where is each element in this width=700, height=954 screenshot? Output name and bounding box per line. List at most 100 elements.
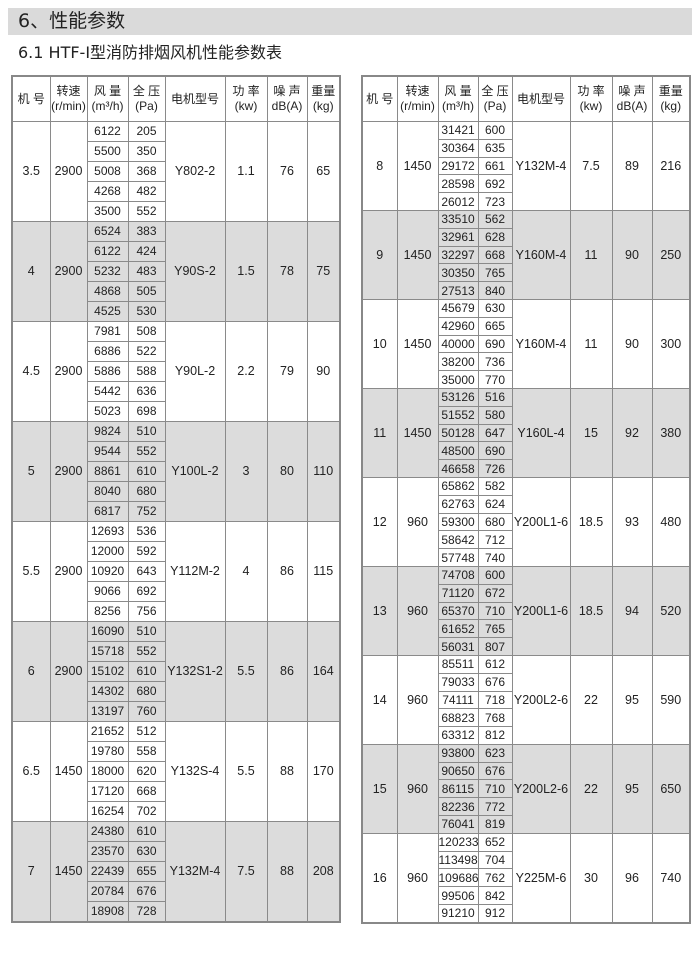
table-row: 15 960 93800 623 Y200L2-6 22 95 650 xyxy=(361,743,691,834)
weight-cell: 650 xyxy=(651,743,691,834)
speed-cell: 960 xyxy=(396,832,439,924)
power-cell: 7.5 xyxy=(569,121,613,211)
air-flow-cell: 59300 xyxy=(437,512,479,532)
air-flow-cell: 63312 xyxy=(437,726,479,745)
table-row: 10 1450 45679 630 Y160M-4 11 90 300 xyxy=(361,298,691,389)
air-flow-cell: 6524 xyxy=(86,221,129,242)
total-pressure-cell: 676 xyxy=(477,672,513,692)
air-flow-cell: 28598 xyxy=(437,174,479,194)
total-pressure-cell: 690 xyxy=(477,441,513,461)
speed-cell: 960 xyxy=(396,476,439,567)
table-row: 6817 752 xyxy=(12,501,340,522)
total-pressure-cell: 723 xyxy=(477,192,513,211)
header-unit: (kg) xyxy=(660,99,682,113)
air-flow-cell: 38200 xyxy=(437,352,479,372)
air-flow-cell: 24380 xyxy=(86,821,129,842)
total-pressure-cell: 383 xyxy=(127,221,166,242)
air-flow-cell: 5023 xyxy=(86,401,129,422)
model-number-cell: 14 xyxy=(361,654,398,745)
total-pressure-cell: 505 xyxy=(127,281,166,302)
table-row: 20784 676 xyxy=(12,881,340,902)
air-flow-cell: 58642 xyxy=(437,530,479,550)
header-row: 机 号转速 (r/min) 风 量 (m³/h) 全 压 (Pa) 电机型号功 率 (kw) 噪… xyxy=(11,75,341,122)
table-row: 6 2900 16090 510 Y132S1-2 5.5 86 164 xyxy=(11,621,341,722)
table-row: 14302 680 xyxy=(12,681,340,702)
air-flow-cell: 91210 xyxy=(437,904,479,924)
header-label: 功 率 xyxy=(232,84,260,98)
total-pressure-cell: 710 xyxy=(477,779,513,799)
header-motor-model: 电机型号 xyxy=(164,75,226,122)
total-pressure-cell: 552 xyxy=(127,441,166,462)
total-pressure-cell: 368 xyxy=(127,161,166,182)
total-pressure-cell: 765 xyxy=(477,263,513,283)
air-flow-cell: 120233 xyxy=(437,832,479,852)
speed-cell: 2900 xyxy=(49,121,88,222)
header-unit: (kw) xyxy=(579,99,603,113)
table-row: 63312 812 xyxy=(362,726,690,745)
motor-model-cell: Y132S-4 xyxy=(164,721,226,822)
power-cell: 1.1 xyxy=(224,121,268,222)
power-cell: 1.5 xyxy=(224,221,268,322)
air-flow-cell: 4525 xyxy=(86,301,129,322)
speed-cell: 2900 xyxy=(49,421,88,522)
air-flow-cell: 27513 xyxy=(437,281,479,300)
table-row: 8861 610 xyxy=(12,461,340,482)
total-pressure-cell: 588 xyxy=(127,361,166,382)
speed-cell: 960 xyxy=(396,654,439,745)
header-label: 重量 xyxy=(311,84,336,98)
air-flow-cell: 32961 xyxy=(437,227,479,247)
header-unit: (m³/h) xyxy=(91,99,124,113)
weight-cell: 75 xyxy=(306,221,341,322)
header-unit: (m³/h) xyxy=(442,99,474,113)
power-cell: 15 xyxy=(569,387,613,478)
table-row: 71120 672 xyxy=(362,583,690,603)
table-row: 4268 482 xyxy=(12,181,340,202)
table-row: 6122 424 xyxy=(12,241,340,262)
total-pressure-cell: 510 xyxy=(127,621,166,642)
speed-cell: 1450 xyxy=(49,721,88,822)
total-pressure-cell: 718 xyxy=(477,690,513,710)
weight-cell: 520 xyxy=(651,565,691,656)
table-row: 27513 840 xyxy=(362,281,690,300)
total-pressure-cell: 668 xyxy=(477,245,513,265)
weight-cell: 164 xyxy=(306,621,341,722)
total-pressure-cell: 635 xyxy=(477,138,513,158)
total-pressure-cell: 842 xyxy=(477,886,513,906)
header-label: 风 量 xyxy=(444,84,472,98)
table-row: 7 1450 24380 610 Y132M-4 7.5 88 208 xyxy=(11,821,341,923)
total-pressure-cell: 661 xyxy=(477,156,513,176)
table-row: 4868 505 xyxy=(12,281,340,302)
header-motor-model: 电机型号 xyxy=(511,75,571,122)
motor-model-cell: Y200L2-6 xyxy=(511,743,571,834)
table-row: 65370 710 xyxy=(362,601,690,621)
total-pressure-cell: 772 xyxy=(477,797,513,817)
header-label: 机 号 xyxy=(17,91,45,106)
air-flow-cell: 18000 xyxy=(86,761,129,782)
motor-model-cell: Y132M-4 xyxy=(511,121,571,211)
weight-cell: 208 xyxy=(306,821,341,923)
air-flow-cell: 76041 xyxy=(437,815,479,834)
performance-table-right: 机 号转速 (r/min) 风 量 (m³/h) 全 压 (Pa) 电机型号功 率 (kw) 噪… xyxy=(361,75,691,924)
table-row: 16 960 120233 652 Y225M-6 30 96 740 xyxy=(361,832,691,924)
table-row: 28598 692 xyxy=(362,174,690,194)
total-pressure-cell: 350 xyxy=(127,141,166,162)
air-flow-cell: 16254 xyxy=(86,801,129,822)
table-row: 50128 647 xyxy=(362,423,690,443)
model-number-cell: 5 xyxy=(11,421,51,522)
total-pressure-cell: 624 xyxy=(477,494,513,514)
speed-cell: 1450 xyxy=(396,387,439,478)
table-title: 6.1 HTF-I型消防排烟风机性能参数表 xyxy=(18,43,283,62)
model-number-cell: 9 xyxy=(361,209,398,300)
power-cell: 5.5 xyxy=(224,621,268,722)
table-row: 76041 819 xyxy=(362,815,690,834)
model-number-cell: 8 xyxy=(361,121,398,211)
total-pressure-cell: 552 xyxy=(127,201,166,222)
total-pressure-cell: 582 xyxy=(477,476,513,496)
total-pressure-cell: 712 xyxy=(477,530,513,550)
speed-cell: 2900 xyxy=(49,221,88,322)
table-row: 5232 483 xyxy=(12,261,340,282)
table-row: 5.5 2900 12693 536 Y112M-2 4 86 115 xyxy=(11,521,341,622)
table-row: 68823 768 xyxy=(362,708,690,728)
air-flow-cell: 33510 xyxy=(437,209,479,229)
noise-cell: 80 xyxy=(266,421,308,522)
